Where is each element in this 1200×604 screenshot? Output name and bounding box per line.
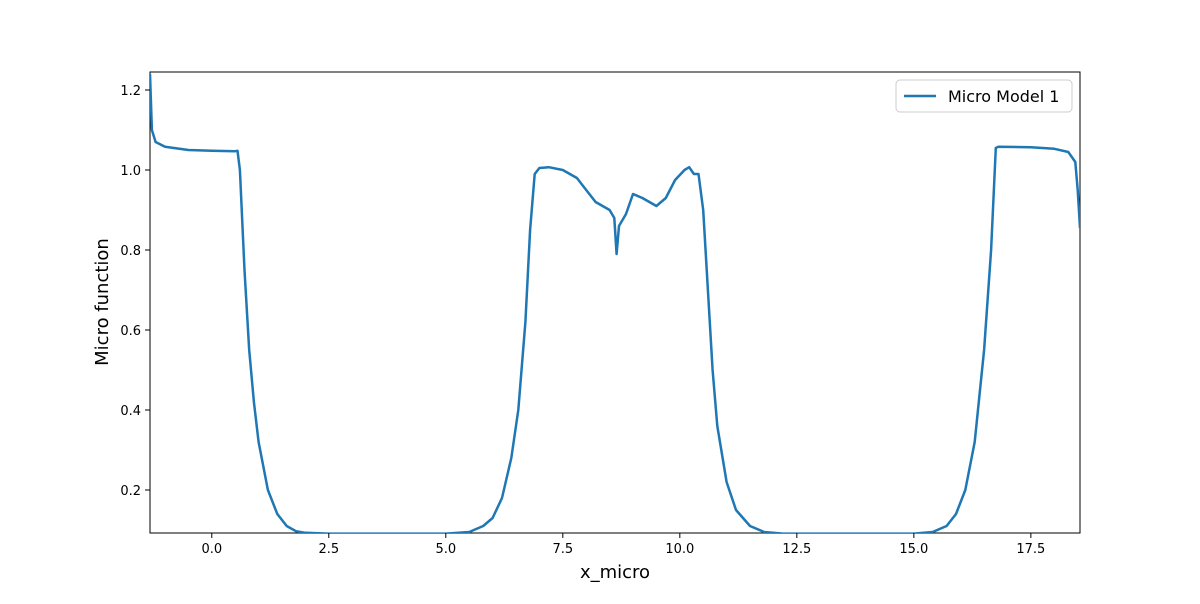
legend-label: Micro Model 1 [948, 87, 1059, 106]
x-tick-label: 10.0 [665, 542, 694, 557]
y-tick-label: 1.2 [120, 84, 141, 99]
plot-frame [149, 71, 1081, 534]
x-tick-label: 15.0 [899, 542, 928, 557]
y-tick-label: 1.0 [120, 164, 141, 179]
legend-box [895, 79, 1073, 113]
y-tick-label: 0.4 [120, 404, 141, 419]
x-tick-label: 0.0 [201, 542, 222, 557]
y-tick-label: 0.2 [120, 484, 141, 499]
x-tick-label: 17.5 [1016, 542, 1045, 557]
y-axis-label: Micro function [92, 238, 113, 366]
y-tick-label: 0.8 [120, 244, 141, 259]
x-tick-label: 12.5 [782, 542, 811, 557]
x-axis-label: x_micro [580, 562, 650, 583]
data-line [150, 73, 1080, 533]
x-tick-label: 7.5 [552, 542, 573, 557]
y-tick-label: 0.6 [120, 324, 141, 339]
x-tick-label: 2.5 [318, 542, 339, 557]
x-tick-label: 5.0 [435, 542, 456, 557]
